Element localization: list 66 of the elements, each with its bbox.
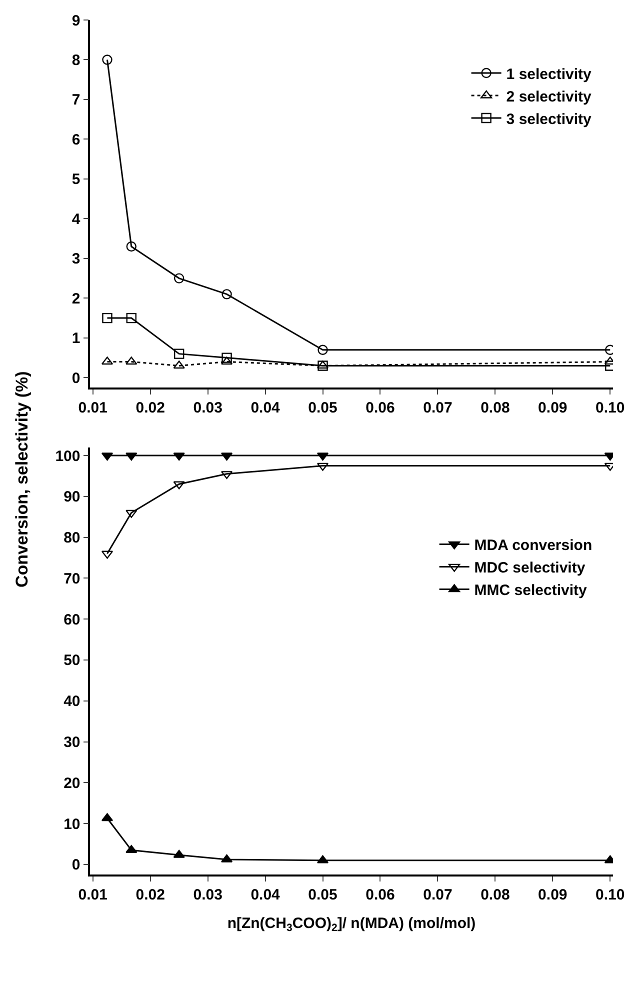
y-tick-label: 6 <box>72 131 80 148</box>
legend-label: MMC selectivity <box>474 582 588 600</box>
x-tick-label: 0.01 <box>78 886 108 904</box>
x-tick-label: 0.06 <box>366 399 395 416</box>
x-tick-label: 0.10 <box>596 886 625 904</box>
x-tick-label: 0.02 <box>136 886 165 904</box>
x-tick-label: 0.05 <box>308 886 338 904</box>
x-tick-label: 0.03 <box>193 886 222 904</box>
point <box>318 344 328 355</box>
x-tick-label: 0.02 <box>136 399 165 416</box>
legend-label: 2 selectivity <box>506 88 592 106</box>
y-tick-label: 60 <box>64 611 80 628</box>
point <box>318 360 328 371</box>
y-tick-label: 4 <box>72 210 81 228</box>
x-tick-label: 0.09 <box>538 886 568 904</box>
point <box>126 510 138 518</box>
point <box>222 352 232 363</box>
y-tick-label: 50 <box>64 652 80 670</box>
y-tick-label: 10 <box>64 816 80 833</box>
x-tick-label: 0.04 <box>250 399 281 416</box>
x-tick-label: 0.10 <box>596 399 625 416</box>
point <box>126 241 136 252</box>
x-tick-label: 0.03 <box>193 399 222 416</box>
legend-label: MDA conversion <box>474 537 592 554</box>
point <box>173 360 185 369</box>
y-tick-label: 70 <box>64 570 80 588</box>
x-tick-label: 0.04 <box>250 886 281 904</box>
y-tick-label: 20 <box>64 774 80 792</box>
y-tick-label: 1 <box>72 330 80 348</box>
point <box>102 54 112 65</box>
y-tick-label: 40 <box>64 693 80 710</box>
y-tick-label: 5 <box>72 171 80 188</box>
legend-label: MDC selectivity <box>474 560 586 577</box>
y-tick-label: 80 <box>64 530 80 547</box>
point <box>222 289 232 300</box>
x-tick-label: 0.08 <box>480 886 510 904</box>
y-tick-label: 3 <box>72 250 80 268</box>
point <box>174 273 184 284</box>
x-tick-label: 0.01 <box>78 399 108 416</box>
point <box>173 452 185 461</box>
point <box>126 312 136 324</box>
x-tick-label: 0.07 <box>423 886 452 904</box>
y-tick-label: 2 <box>72 290 80 308</box>
x-tick-label: 0.09 <box>538 399 568 416</box>
x-tick-label: 0.08 <box>480 399 510 416</box>
x-axis-title: n[Zn(CH$_{3}$COO)$_{2}$]/ n(MDA) (mol/mol) <box>227 914 476 934</box>
point <box>102 312 112 324</box>
y-tick-label: 7 <box>72 92 80 109</box>
y-axis-title: Conversion, selectivity (%) <box>12 371 32 588</box>
legend-label: 1 selectivity <box>506 66 592 83</box>
x-tick-label: 0.07 <box>423 399 452 416</box>
point <box>126 356 138 365</box>
point <box>174 348 184 359</box>
y-tick-label: 9 <box>72 12 80 30</box>
point <box>173 850 185 858</box>
y-tick-label: 30 <box>64 734 80 752</box>
legend-label: 3 selectivity <box>506 110 592 128</box>
y-tick-label: 0 <box>72 370 80 387</box>
y-tick-label: 90 <box>64 488 80 506</box>
point <box>173 481 185 490</box>
y-tick-label: 8 <box>72 52 80 69</box>
x-tick-label: 0.05 <box>308 399 338 416</box>
x-tick-label: 0.06 <box>366 886 395 904</box>
y-tick-label: 0 <box>72 856 80 874</box>
y-tick-label: 100 <box>55 448 80 465</box>
point <box>126 452 138 461</box>
